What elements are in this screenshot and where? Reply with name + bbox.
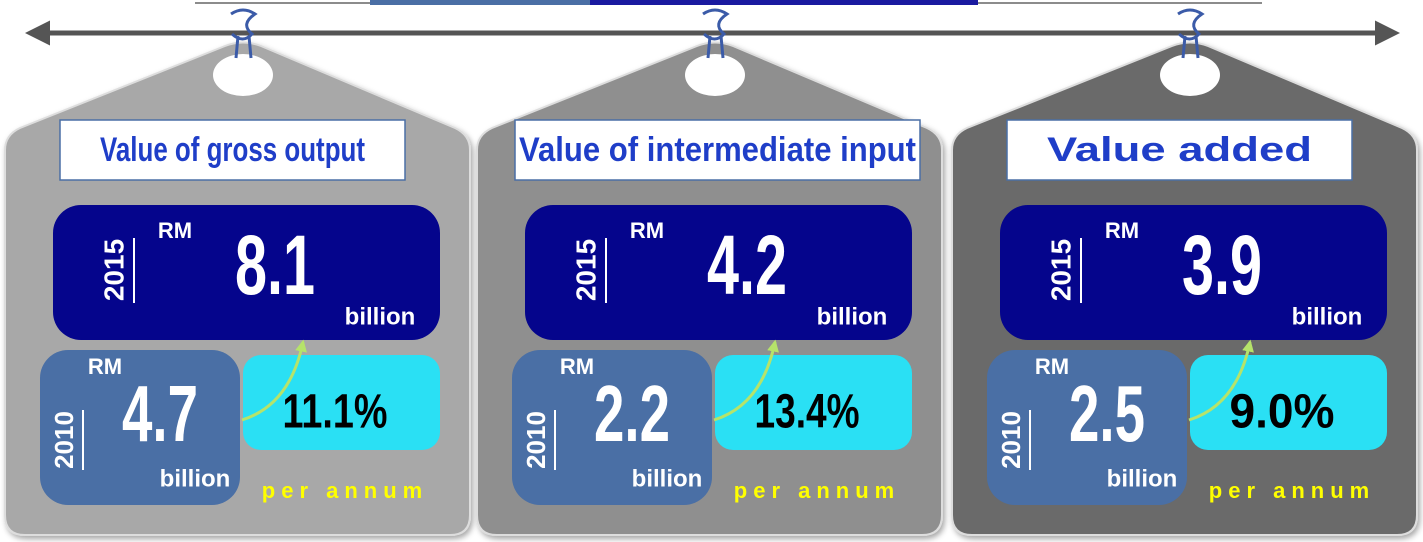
tag-hole [213,54,273,96]
current-unit: billion [1292,303,1363,330]
previous-value: 2.2 [594,369,670,458]
previous-currency: RM [560,354,594,379]
current-currency: RM [630,218,664,243]
top-tab [590,0,978,5]
previous-currency: RM [88,354,122,379]
growth-rate: 9.0% [1230,386,1335,439]
current-value: 3.9 [1182,218,1262,312]
previous-box [987,350,1187,505]
growth-rate: 11.1% [283,386,388,439]
previous-unit: billion [1107,465,1178,492]
previous-unit: billion [632,465,703,492]
title-box [514,119,921,181]
growth-arrow [713,339,779,422]
previous-value: 4.7 [122,369,198,458]
current-box [53,205,440,340]
growth-arrow [1188,339,1254,422]
hook [230,8,258,59]
previous-currency: RM [1035,354,1069,379]
card-title: Value added [1047,131,1312,169]
growth-note: per annum [262,478,428,503]
top-tab [370,0,590,5]
growth-rate: 13.4% [755,386,860,439]
growth-note: per annum [1209,478,1375,503]
card-title: Value of gross output [100,131,365,169]
previous-unit: billion [160,465,231,492]
previous-box [512,350,712,505]
growth-box [1190,355,1387,450]
tag-hole [685,54,745,96]
card-title: Value of intermediate input [519,131,916,169]
hook [1177,8,1205,59]
current-box [525,205,912,340]
title-box [59,119,406,181]
current-unit: billion [817,303,888,330]
current-year: 2015 [98,239,129,301]
current-value: 4.2 [707,218,787,312]
growth-box [715,355,912,450]
current-currency: RM [1105,218,1139,243]
tag-hole [1160,54,1220,96]
current-value: 8.1 [235,218,315,312]
previous-year: 2010 [996,411,1026,469]
card: Value of intermediate input 2015 RM 4.2 bill… [476,8,943,536]
current-box [1000,205,1387,340]
growth-arrow [241,339,307,422]
current-year: 2015 [1045,239,1076,301]
previous-value: 2.5 [1069,369,1145,458]
growth-box [243,355,440,450]
title-box [1006,119,1353,181]
growth-note: per annum [734,478,900,503]
current-unit: billion [345,303,416,330]
previous-year: 2010 [49,411,79,469]
previous-year: 2010 [521,411,551,469]
current-year: 2015 [570,239,601,301]
hook [702,8,730,59]
current-currency: RM [158,218,192,243]
previous-box [40,350,240,505]
